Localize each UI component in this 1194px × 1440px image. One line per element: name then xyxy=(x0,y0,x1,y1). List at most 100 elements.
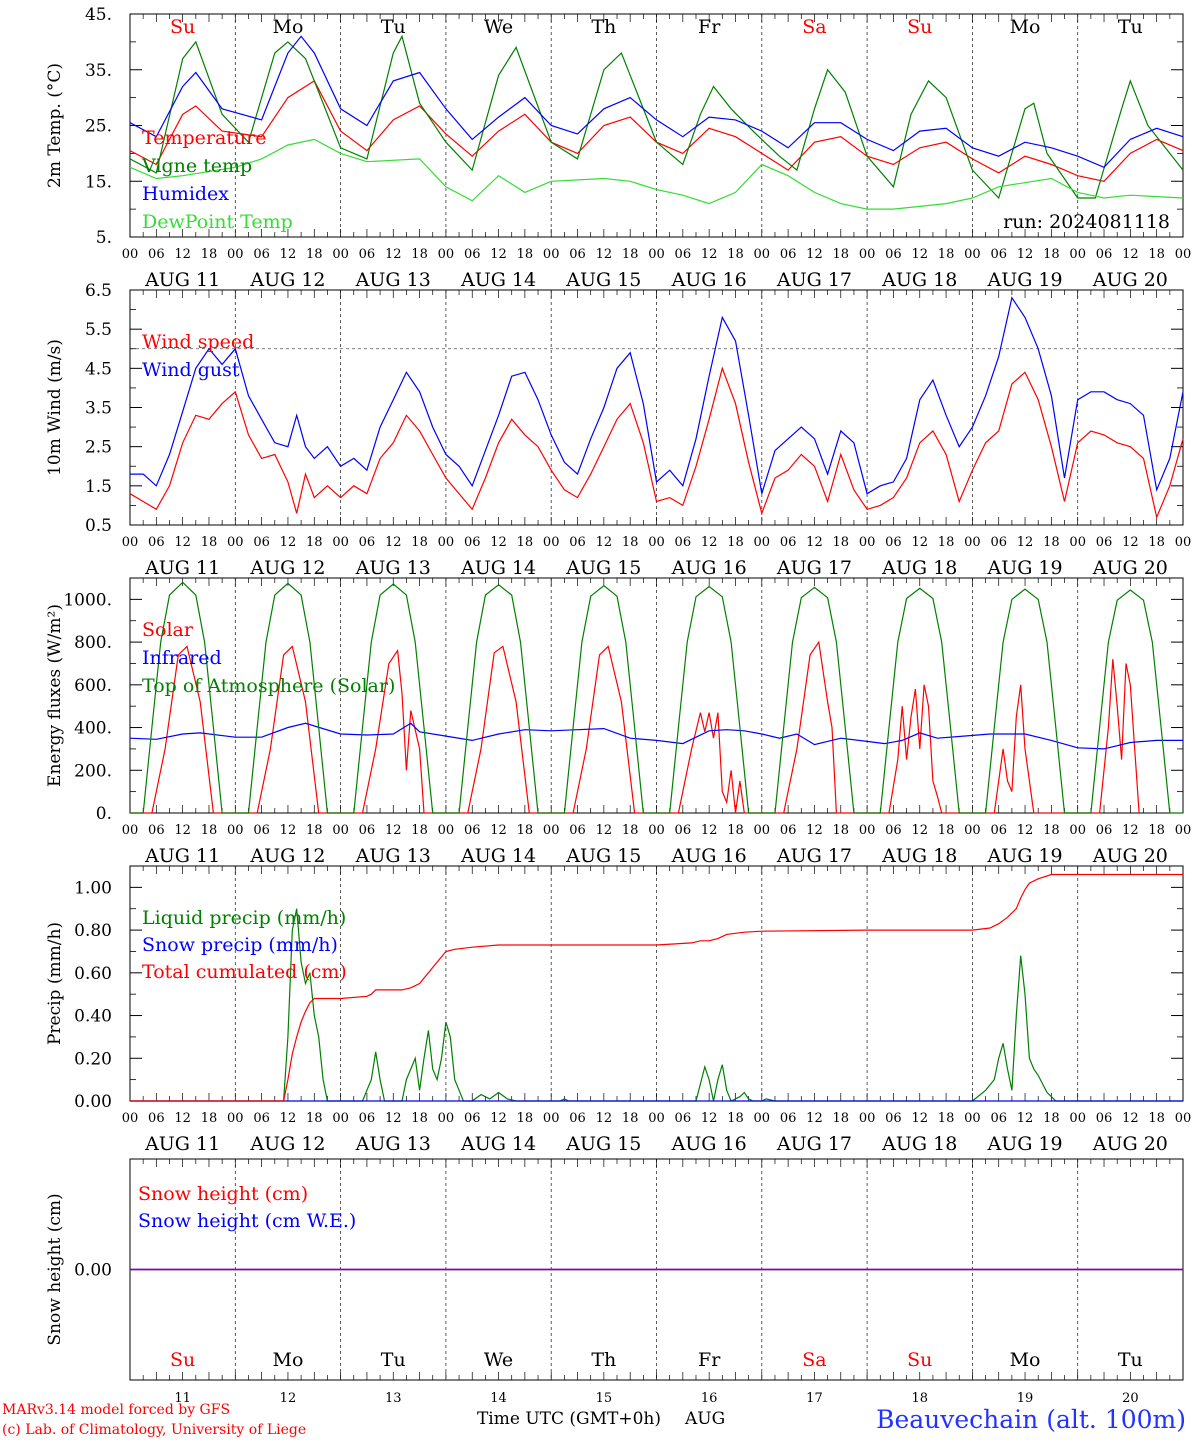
hour-label: 18 xyxy=(201,535,218,550)
hour-label: 12 xyxy=(280,535,297,550)
weekday-label: We xyxy=(484,16,513,38)
hour-label: 06 xyxy=(885,823,902,838)
hour-label: 06 xyxy=(464,1111,481,1126)
hour-label: 06 xyxy=(1096,247,1113,262)
hour-label: 12 xyxy=(280,1111,297,1126)
date-label: AUG 11 xyxy=(144,269,220,291)
hour-label: 12 xyxy=(806,535,823,550)
date-label: AUG 14 xyxy=(460,269,536,291)
y-tick-label: 600. xyxy=(74,676,112,696)
hour-label: 18 xyxy=(1148,1111,1165,1126)
hour-label: 00 xyxy=(859,535,876,550)
date-label: AUG 20 xyxy=(1092,1133,1168,1155)
weekday-label: Mo xyxy=(272,1349,303,1371)
weekday-label: Mo xyxy=(272,16,303,38)
legend-entry: Snow precip (mm/h) xyxy=(142,934,338,956)
hour-label: 12 xyxy=(806,1111,823,1126)
hour-label: 12 xyxy=(385,535,402,550)
date-label: AUG 13 xyxy=(355,269,431,291)
hour-label: 00 xyxy=(1069,1111,1086,1126)
hour-label: 00 xyxy=(648,1111,665,1126)
hour-label: 00 xyxy=(332,823,349,838)
panel-3: 0. 200. 400. 600. 800. 1000.Energy fluxes (W/… xyxy=(45,577,1191,867)
hour-label: 00 xyxy=(332,1111,349,1126)
series-line-4 xyxy=(129,138,1184,210)
date-label: AUG 18 xyxy=(881,269,957,291)
hour-label: 00 xyxy=(754,247,771,262)
hour-label: 00 xyxy=(227,823,244,838)
date-label: AUG 11 xyxy=(144,845,220,867)
weekday-label: Mo xyxy=(1010,1349,1041,1371)
hour-label: 00 xyxy=(648,823,665,838)
hour-label: 06 xyxy=(148,823,165,838)
hour-label: 06 xyxy=(990,535,1007,550)
series-line-3 xyxy=(129,35,1184,169)
hour-label: 06 xyxy=(569,823,586,838)
hour-label: 00 xyxy=(227,247,244,262)
hour-label: 18 xyxy=(306,1111,323,1126)
hour-label: 06 xyxy=(675,247,692,262)
hour-label: 18 xyxy=(306,823,323,838)
hour-label: 18 xyxy=(517,535,534,550)
day-number-label: 12 xyxy=(280,1391,297,1406)
hour-label: 00 xyxy=(122,535,139,550)
hour-label: 12 xyxy=(280,247,297,262)
panel-2: 0.5 1.5 2.5 3.5 4.5 5.5 6.5 10m Wind (m/s) Wind … xyxy=(45,281,1191,579)
hour-label: 12 xyxy=(1122,535,1139,550)
hour-label: 06 xyxy=(464,247,481,262)
y-tick-label: 0.00 xyxy=(74,1261,112,1281)
y-tick-label: 1.5 xyxy=(85,477,112,497)
hour-label: 06 xyxy=(1096,535,1113,550)
hour-label: 00 xyxy=(859,823,876,838)
hour-label: 18 xyxy=(833,1111,850,1126)
legend-entry: Snow height (cm W.E.) xyxy=(138,1210,356,1232)
hour-label: 06 xyxy=(569,247,586,262)
lab-credit: (c) Lab. of Climatology, University of L… xyxy=(2,1422,306,1438)
hour-label: 18 xyxy=(833,823,850,838)
hour-label: 00 xyxy=(964,247,981,262)
hour-label: 12 xyxy=(701,535,718,550)
hour-label: 06 xyxy=(885,535,902,550)
y-tick-label: 5. xyxy=(96,228,112,248)
hour-label: 06 xyxy=(148,535,165,550)
date-label: AUG 12 xyxy=(249,269,325,291)
y-tick-label: 200. xyxy=(74,761,112,781)
hour-label: 18 xyxy=(727,1111,744,1126)
y-axis-label: 2m Temp. (°C) xyxy=(45,63,65,188)
series-line-1 xyxy=(129,366,1184,520)
hour-label: 06 xyxy=(990,247,1007,262)
y-tick-label: 0.20 xyxy=(74,1049,112,1069)
date-label: AUG 14 xyxy=(460,845,536,867)
hour-label: 00 xyxy=(227,535,244,550)
date-label: AUG 11 xyxy=(144,557,220,579)
hour-label: 06 xyxy=(885,1111,902,1126)
hour-label: 00 xyxy=(1175,247,1192,262)
date-label: AUG 19 xyxy=(986,557,1062,579)
series-line-3 xyxy=(130,873,1183,1102)
panel-5: 0.00 Snow height (cm) Snow height (cm) Snow… xyxy=(45,1158,1184,1406)
date-label: AUG 16 xyxy=(671,1133,747,1155)
hour-label: 00 xyxy=(122,247,139,262)
y-axis-label: Energy fluxes (W/m²) xyxy=(45,604,65,787)
hour-label: 18 xyxy=(622,823,639,838)
date-label: AUG 15 xyxy=(565,845,641,867)
hour-label: 18 xyxy=(411,1111,428,1126)
hour-label: 18 xyxy=(201,247,218,262)
hour-label: 12 xyxy=(174,535,191,550)
date-label: AUG 16 xyxy=(671,269,747,291)
hour-label: 06 xyxy=(780,1111,797,1126)
hour-label: 12 xyxy=(1122,823,1139,838)
date-label: AUG 12 xyxy=(249,557,325,579)
station-title: Beauvechain (alt. 100m) xyxy=(876,1405,1186,1434)
legend-entry: DewPoint Temp xyxy=(142,211,293,233)
hour-label: 00 xyxy=(754,535,771,550)
model-credit: MARv3.14 model forced by GFS xyxy=(2,1402,230,1418)
y-tick-label: 0. xyxy=(96,804,112,824)
hour-label: 18 xyxy=(1043,535,1060,550)
hour-label: 12 xyxy=(596,535,613,550)
hour-label: 00 xyxy=(754,1111,771,1126)
hour-label: 00 xyxy=(964,535,981,550)
hour-label: 06 xyxy=(464,823,481,838)
day-number-label: 19 xyxy=(1017,1391,1034,1406)
